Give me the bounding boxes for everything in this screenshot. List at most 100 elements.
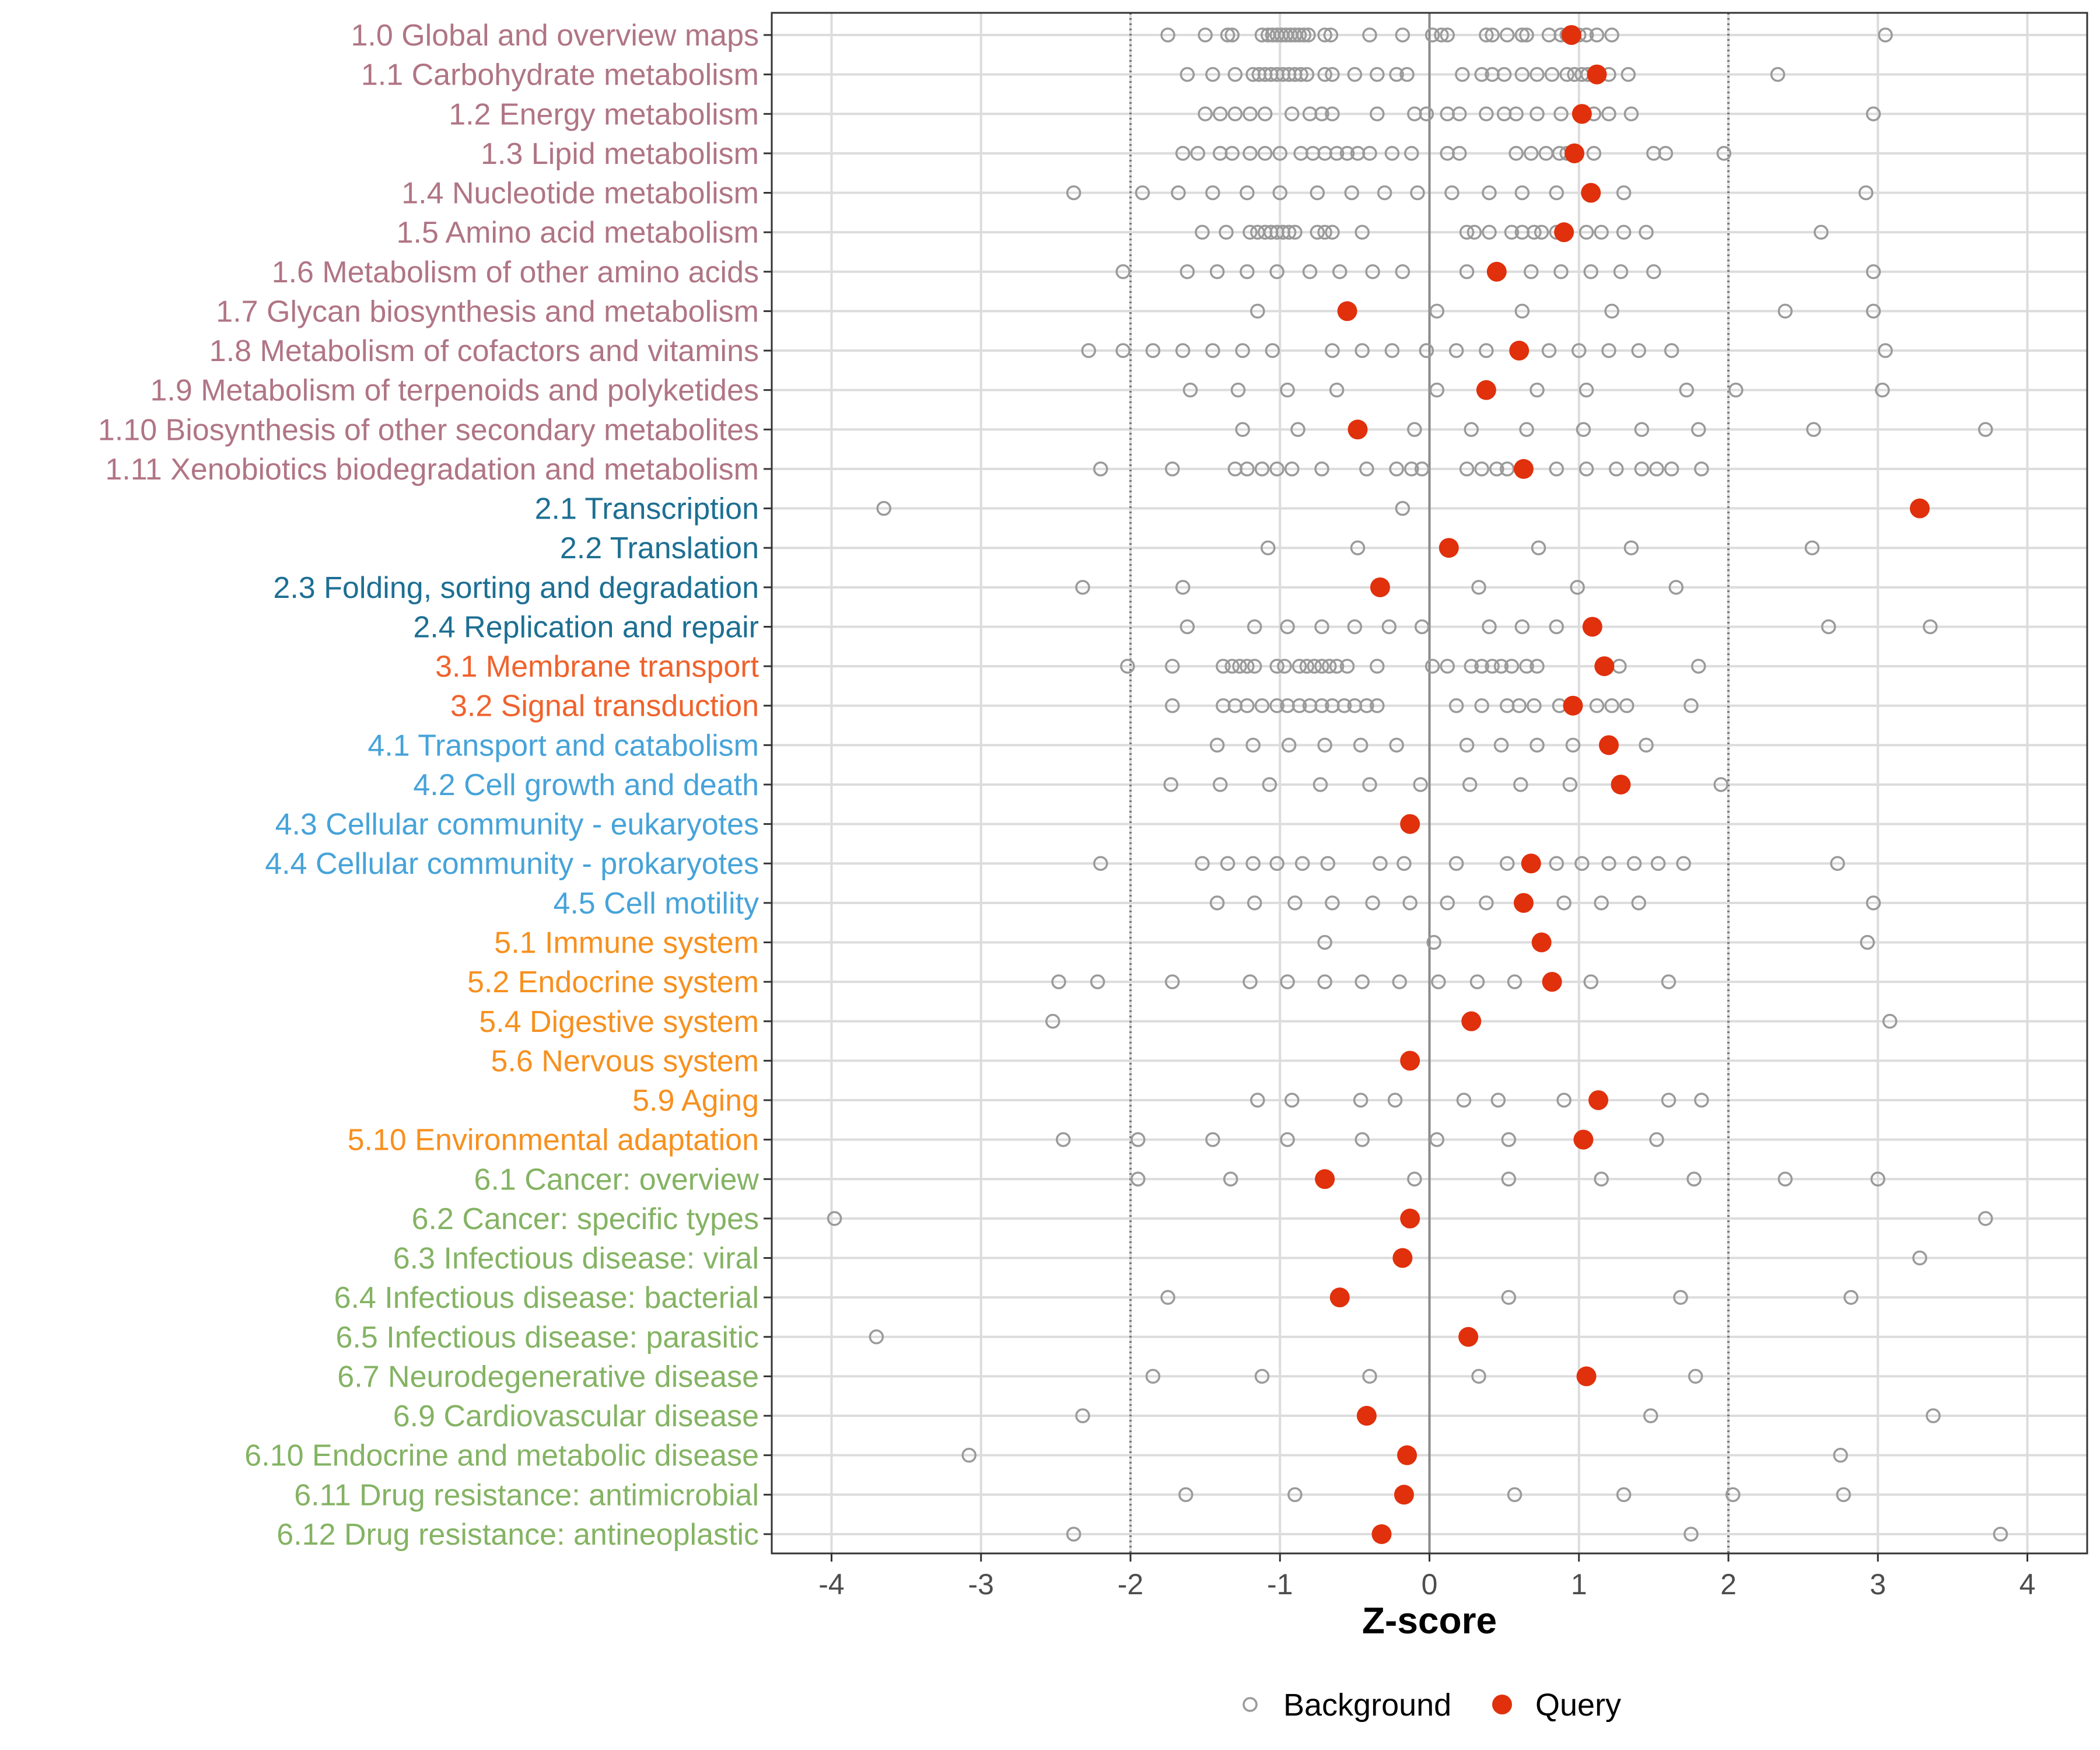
background-point bbox=[1530, 382, 1545, 398]
background-point bbox=[1329, 382, 1345, 398]
x-tick-label: 0 bbox=[1422, 1568, 1438, 1601]
background-point bbox=[1459, 461, 1475, 477]
background-point bbox=[1836, 1487, 1852, 1503]
background-point bbox=[1661, 974, 1676, 989]
background-point bbox=[1866, 303, 1881, 319]
category-label: 6.5 Infectious disease: parasitic bbox=[335, 1321, 759, 1354]
category-label: 2.4 Replication and repair bbox=[413, 610, 759, 644]
background-point bbox=[1160, 1290, 1175, 1305]
background-point bbox=[1870, 1171, 1885, 1187]
background-point bbox=[1130, 1132, 1146, 1147]
background-point bbox=[1519, 27, 1534, 43]
background-point bbox=[1381, 619, 1397, 635]
query-point bbox=[1486, 261, 1507, 282]
background-point bbox=[1120, 659, 1135, 674]
background-point bbox=[1556, 895, 1572, 911]
background-point bbox=[1272, 185, 1287, 201]
background-point bbox=[1514, 66, 1530, 82]
background-point bbox=[1464, 659, 1479, 674]
query-point bbox=[1581, 183, 1601, 203]
background-point bbox=[1978, 422, 1993, 438]
background-point bbox=[1694, 461, 1709, 477]
background-point bbox=[961, 1447, 977, 1463]
background-point bbox=[1553, 264, 1569, 279]
background-point bbox=[1240, 185, 1255, 201]
background-point bbox=[1220, 856, 1236, 871]
background-point bbox=[1404, 146, 1419, 161]
background-point bbox=[1055, 1132, 1071, 1147]
background-point bbox=[1479, 27, 1494, 43]
background-point bbox=[1490, 1093, 1506, 1108]
category-label: 6.7 Neurodegenerative disease bbox=[337, 1360, 759, 1394]
category-label: 3.2 Signal transduction bbox=[450, 690, 759, 723]
background-point bbox=[1302, 264, 1318, 279]
background-point bbox=[1631, 895, 1646, 911]
background-point bbox=[1395, 264, 1410, 279]
category-label: 5.6 Nervous system bbox=[491, 1044, 760, 1078]
background-point bbox=[1224, 659, 1240, 674]
background-point bbox=[1314, 698, 1329, 713]
background-point bbox=[1242, 106, 1258, 122]
background-point bbox=[1716, 146, 1732, 161]
background-point bbox=[1205, 185, 1220, 201]
background-point bbox=[1474, 461, 1489, 477]
category-label: 1.11 Xenobiotics biodegradation and meta… bbox=[105, 453, 759, 487]
background-point bbox=[1639, 737, 1654, 753]
background-point bbox=[1272, 146, 1287, 161]
category-label: 6.4 Infectious disease: bacterial bbox=[334, 1281, 759, 1315]
background-point bbox=[1317, 66, 1332, 82]
background-point bbox=[1658, 146, 1674, 161]
category-label: 6.3 Infectious disease: viral bbox=[393, 1242, 759, 1276]
query-point bbox=[1561, 25, 1581, 45]
background-point bbox=[1549, 619, 1564, 635]
background-point bbox=[1474, 66, 1489, 82]
background-point bbox=[1198, 27, 1213, 43]
background-point bbox=[1859, 185, 1874, 201]
background-point bbox=[1583, 974, 1598, 989]
background-point bbox=[1240, 264, 1255, 279]
background-point bbox=[1245, 856, 1261, 871]
background-point bbox=[1694, 1093, 1709, 1108]
background-point bbox=[1501, 1290, 1517, 1305]
background-point bbox=[1317, 225, 1332, 240]
background-point bbox=[1500, 461, 1515, 477]
legend-background-label: Background bbox=[1283, 1688, 1451, 1723]
query-point bbox=[1370, 577, 1390, 597]
background-point bbox=[1843, 1290, 1859, 1305]
query-point bbox=[1371, 1524, 1392, 1544]
background-point bbox=[1320, 856, 1335, 871]
background-point bbox=[1462, 777, 1478, 792]
background-point bbox=[1527, 698, 1542, 713]
background-point bbox=[1601, 343, 1616, 358]
x-tick-label: 2 bbox=[1720, 1568, 1737, 1601]
background-point bbox=[1339, 659, 1355, 674]
x-tick-label: -1 bbox=[1267, 1568, 1293, 1601]
background-point bbox=[1175, 580, 1191, 595]
background-point bbox=[1410, 185, 1425, 201]
background-point bbox=[1389, 737, 1404, 753]
background-point bbox=[1452, 106, 1467, 122]
category-label: 5.4 Digestive system bbox=[479, 1005, 759, 1039]
background-point bbox=[1250, 303, 1265, 319]
background-point bbox=[1923, 619, 1938, 635]
background-point bbox=[1135, 185, 1150, 201]
background-point bbox=[1513, 777, 1528, 792]
category-label: 5.1 Immune system bbox=[494, 926, 759, 960]
background-point bbox=[1511, 698, 1527, 713]
background-point bbox=[1639, 225, 1654, 240]
background-point bbox=[1471, 580, 1486, 595]
category-label: 4.2 Cell growth and death bbox=[413, 768, 759, 802]
background-point bbox=[1456, 1093, 1472, 1108]
background-point bbox=[1619, 698, 1634, 713]
background-point bbox=[1912, 1250, 1927, 1266]
background-point bbox=[1314, 659, 1329, 674]
query-point bbox=[1521, 853, 1541, 874]
background-point bbox=[1500, 856, 1515, 871]
background-point bbox=[1459, 737, 1475, 753]
background-point bbox=[1292, 698, 1307, 713]
query-points bbox=[1315, 25, 1930, 1544]
category-labels: 1.0 Global and overview maps 1.1 Carbohyd… bbox=[98, 19, 772, 1552]
background-point bbox=[1066, 185, 1082, 201]
background-point bbox=[1429, 1132, 1445, 1147]
